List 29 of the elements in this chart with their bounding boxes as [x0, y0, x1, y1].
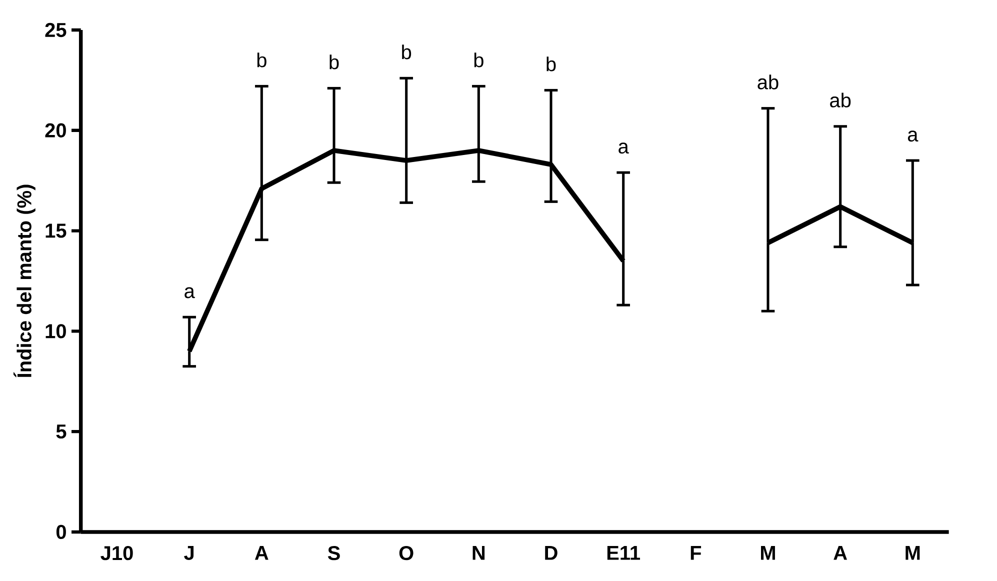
annotation: ab: [758, 74, 778, 90]
y-tick-label: 10: [46, 324, 66, 338]
annotation: ab: [830, 92, 851, 108]
annotation: a: [184, 287, 195, 298]
x-tick-label: N: [472, 546, 485, 560]
annotation: a: [618, 142, 629, 154]
x-tick-label: A: [254, 546, 268, 560]
y-tick-label: 20: [45, 123, 66, 138]
x-tick-label: O: [399, 546, 414, 560]
y-tick-label: 0: [56, 524, 66, 540]
x-tick-label: E11: [607, 546, 640, 560]
annotation: b: [474, 52, 484, 68]
x-tick-label: J: [184, 546, 194, 560]
x-tick-label: M: [906, 546, 920, 560]
annotation: b: [257, 52, 266, 68]
annotation: b: [402, 44, 412, 60]
x-tick-label: S: [328, 546, 340, 560]
x-tick-label: D: [545, 546, 558, 560]
y-tick-label: 25: [45, 22, 66, 38]
annotation: b: [330, 54, 339, 70]
x-tick-label: A: [834, 546, 848, 560]
x-tick-label: M: [761, 546, 775, 560]
y-tick-label: 15: [46, 224, 66, 238]
y-axis-title: Índice del manto (%): [14, 184, 36, 378]
annotation: b: [546, 56, 556, 72]
x-tick-label: J10: [100, 546, 133, 560]
y-tick-label: 5: [56, 424, 66, 439]
x-tick-label: F: [690, 546, 702, 560]
annotation: a: [908, 130, 918, 142]
